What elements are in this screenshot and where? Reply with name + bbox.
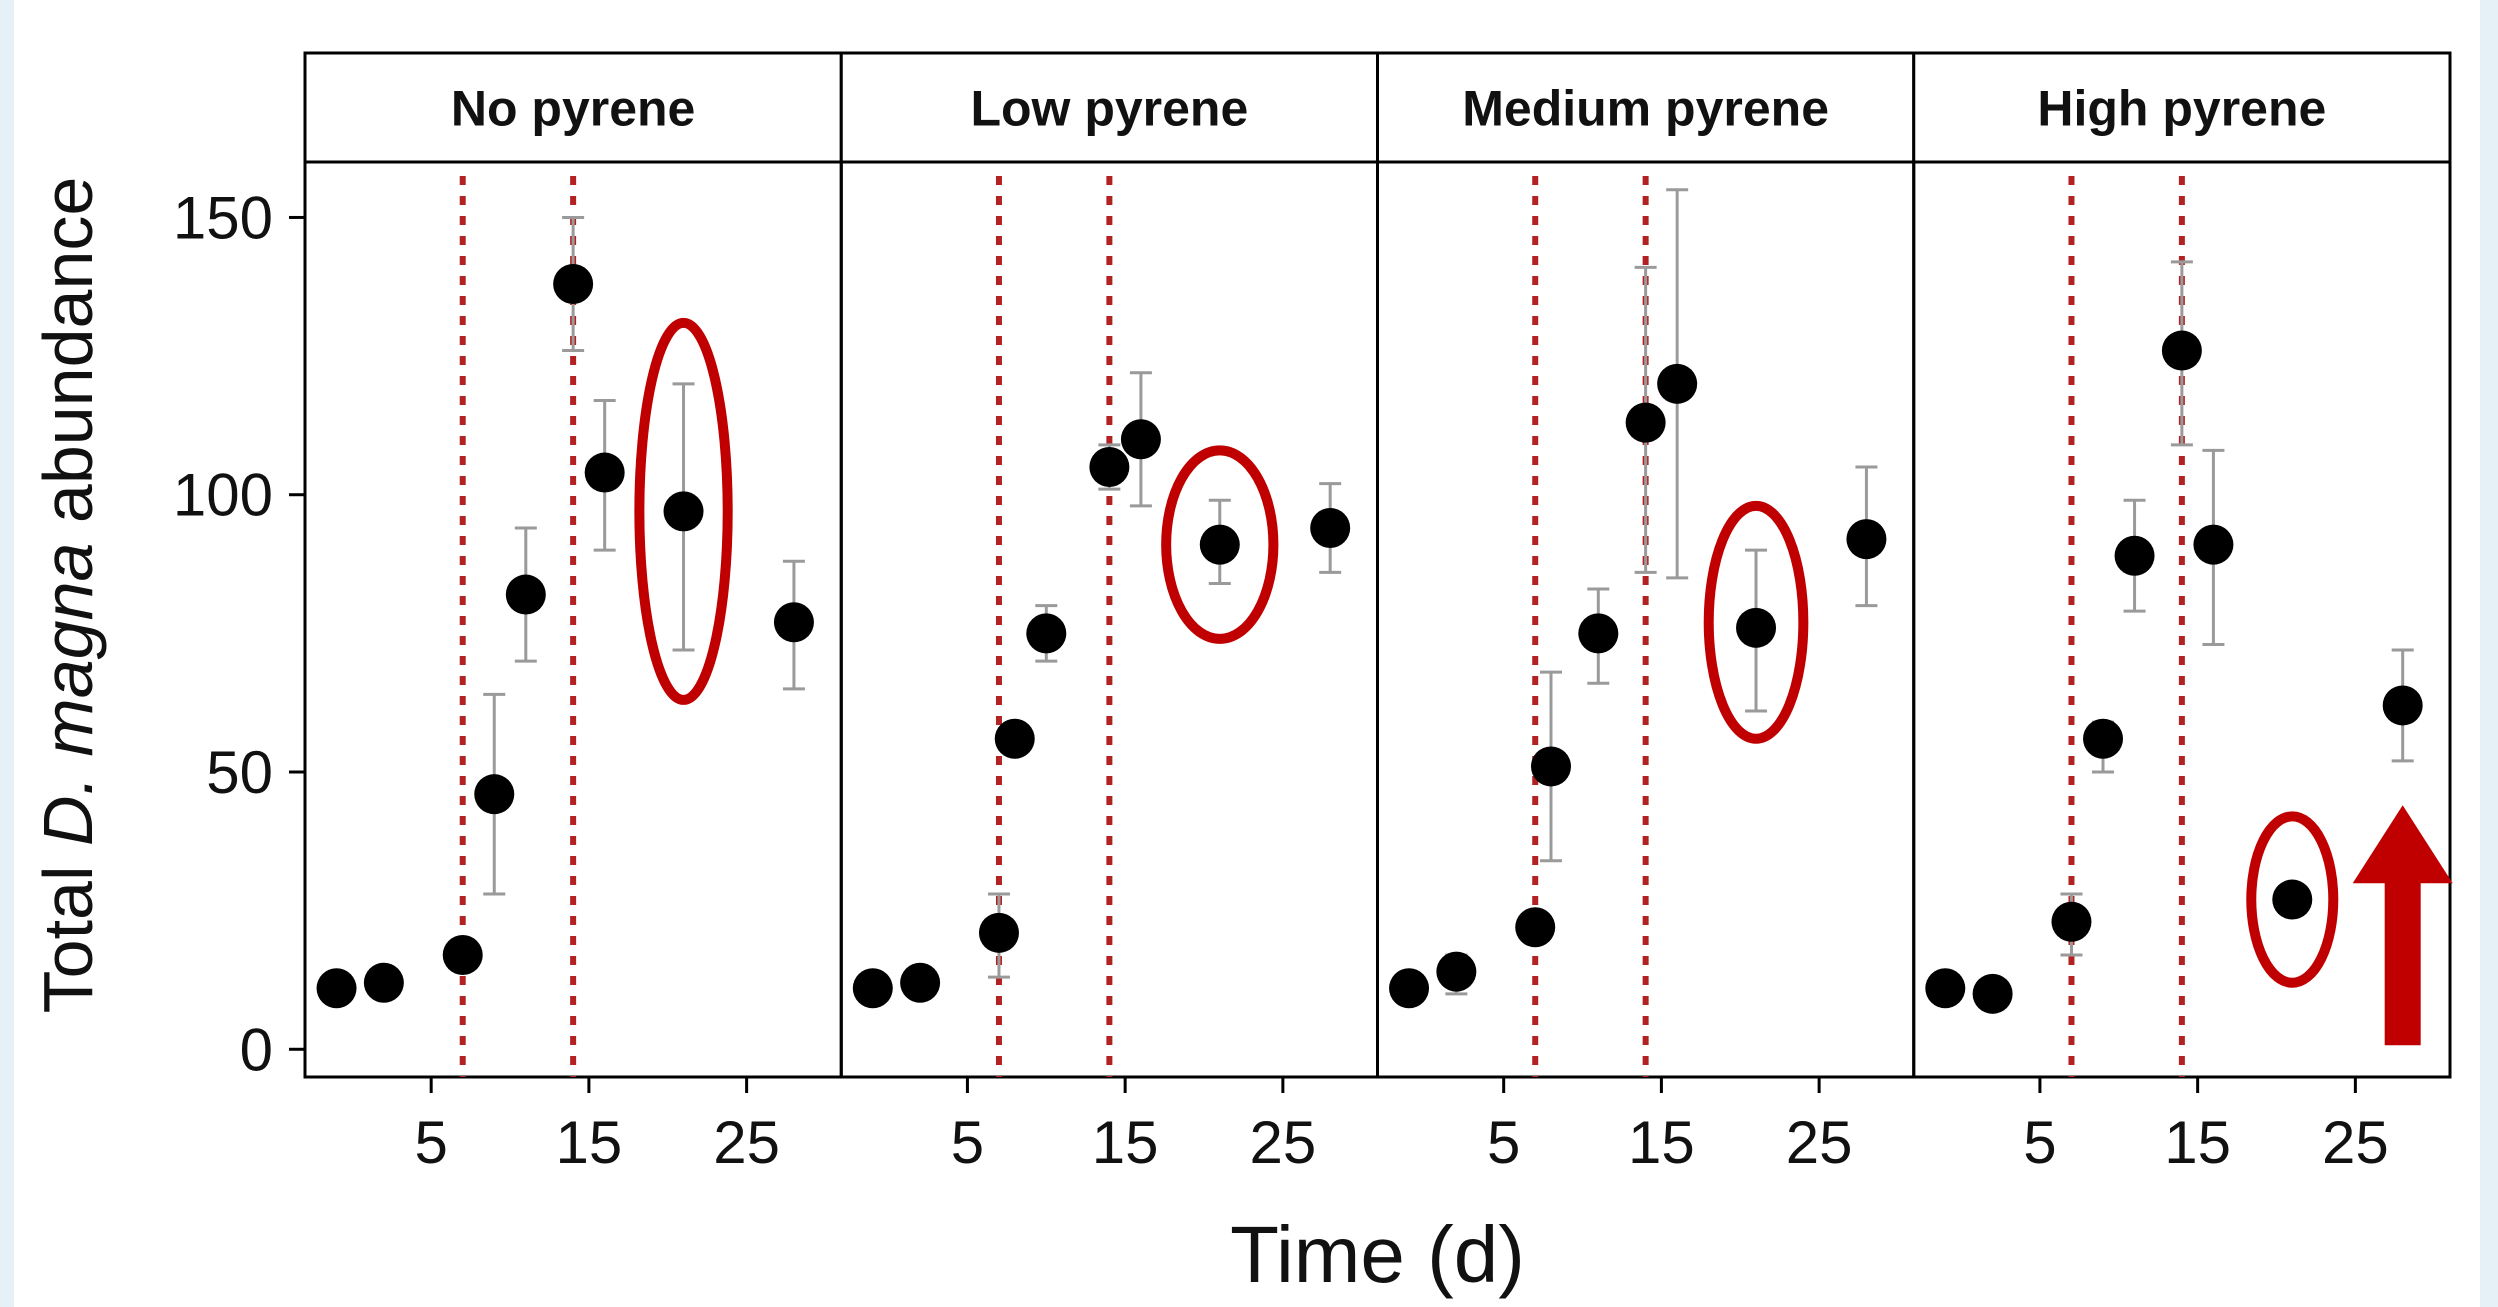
left-frame-edge — [0, 0, 14, 1307]
data-point — [584, 452, 625, 493]
highlight-ellipse — [1161, 445, 1279, 644]
x-tick-label: 25 — [1786, 1109, 1853, 1176]
data-point — [1389, 968, 1430, 1009]
x-tick-label: 15 — [1628, 1109, 1695, 1176]
panel-title: Low pyrene — [970, 81, 1248, 137]
data-point — [316, 968, 357, 1009]
data-point — [363, 962, 404, 1003]
y-axis-label-prefix: Total — [29, 846, 107, 1013]
panel-1: No pyrene 5 15 25 — [303, 51, 843, 1176]
data-point — [2083, 718, 2124, 759]
data-point — [1089, 447, 1130, 487]
data-point — [1736, 607, 1777, 648]
x-tick-label: 15 — [556, 1109, 623, 1176]
x-tick-label: 5 — [951, 1109, 984, 1176]
y-axis-label-species: D. magna — [29, 543, 107, 846]
panel-4: High pyrene 5 15 25 — [1912, 51, 2453, 1176]
y-axis-label: Total D. magna abundance — [29, 177, 107, 1014]
right-frame-edge — [2480, 0, 2498, 1307]
data-point — [2161, 330, 2202, 371]
data-point — [474, 774, 515, 815]
x-axis-label: Time (d) — [1230, 1210, 1525, 1299]
x-tick-label: 15 — [1092, 1109, 1159, 1176]
data-point — [1515, 907, 1556, 948]
panel-strip — [839, 51, 1379, 164]
data-point — [1310, 508, 1351, 548]
highlight-ellipse — [634, 317, 733, 705]
data-point — [1972, 973, 2013, 1014]
x-tick-label: 25 — [713, 1109, 780, 1176]
y-tick-label: 150 — [173, 184, 273, 251]
panel-title: High pyrene — [2037, 81, 2326, 137]
y-axis: 0 50 100 150 — [173, 184, 305, 1083]
x-tick-label: 25 — [2322, 1109, 2389, 1176]
data-point — [1578, 613, 1619, 654]
x-tick-label: 5 — [1487, 1109, 1520, 1176]
panel-2: Low pyrene 5 15 25 — [839, 51, 1379, 1176]
panel-strip — [303, 51, 843, 164]
data-point — [663, 491, 704, 532]
data-point — [1199, 524, 1240, 565]
highlight-ellipse — [1703, 500, 1809, 744]
panel-title: No pyrene — [451, 81, 696, 137]
data-point — [2382, 685, 2423, 726]
y-tick-label: 50 — [206, 739, 273, 806]
data-point — [553, 264, 594, 304]
x-tick-label: 25 — [1249, 1109, 1316, 1176]
y-tick-label: 100 — [173, 462, 273, 529]
data-point — [2051, 901, 2092, 942]
data-point — [978, 912, 1019, 953]
highlight-ellipse — [2246, 811, 2339, 988]
data-point — [900, 962, 941, 1003]
data-point — [1120, 419, 1161, 460]
data-point — [442, 935, 483, 975]
y-tick-label: 0 — [240, 1016, 273, 1083]
data-point — [1925, 968, 1966, 1009]
data-point — [2193, 524, 2234, 565]
data-point — [1530, 746, 1571, 787]
data-point — [1625, 402, 1666, 443]
panel-title: Medium pyrene — [1462, 81, 1829, 137]
data-point — [505, 574, 546, 615]
y-axis-label-suffix: abundance — [29, 177, 107, 543]
data-point — [2272, 879, 2313, 920]
x-tick-label: 5 — [2023, 1109, 2056, 1176]
data-point — [2114, 535, 2155, 576]
data-point — [1026, 613, 1067, 654]
data-point — [1846, 519, 1887, 560]
x-tick-label: 5 — [414, 1109, 447, 1176]
data-point — [773, 602, 814, 643]
data-point — [852, 968, 893, 1009]
x-tick-label: 15 — [2164, 1109, 2231, 1176]
data-point — [1657, 363, 1698, 404]
up-arrow-icon — [2352, 805, 2453, 1046]
panel-3: Medium pyrene 5 15 25 — [1376, 51, 1916, 1176]
data-point — [994, 718, 1035, 759]
data-point — [1436, 951, 1477, 992]
